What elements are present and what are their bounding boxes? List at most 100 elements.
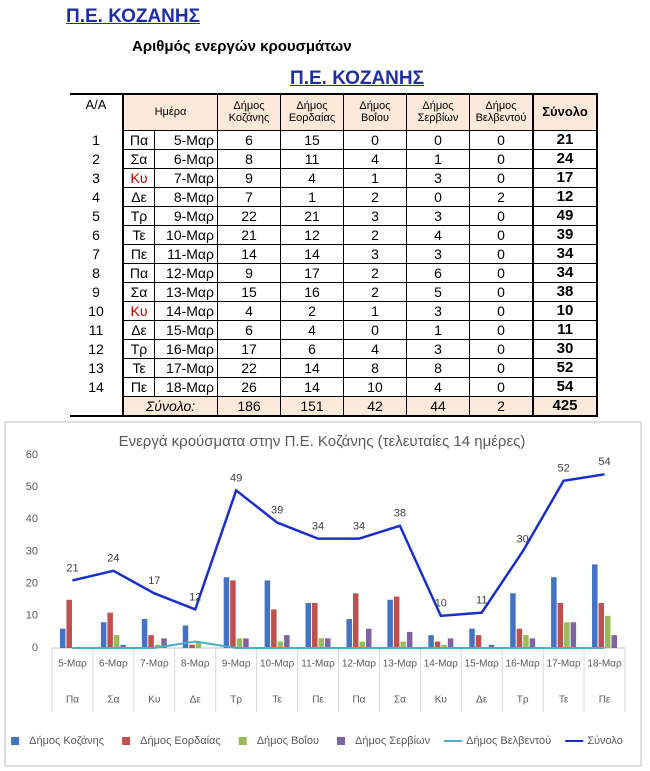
- bar: [564, 622, 570, 648]
- cell: 4: [343, 148, 407, 169]
- bar: [113, 635, 120, 648]
- cell: 21: [280, 205, 344, 226]
- cell: 11-Μαρ: [154, 243, 218, 264]
- totals-label: Σύνολο:: [122, 395, 218, 417]
- bar: [346, 619, 352, 648]
- bar: [312, 602, 318, 648]
- row-index: 2: [92, 150, 100, 167]
- cell: Πε: [122, 243, 155, 264]
- bar: [400, 641, 406, 648]
- cell: 3: [406, 300, 470, 321]
- x-tick-label: 6-Μαρ: [99, 659, 128, 670]
- cell: 0: [469, 319, 534, 340]
- x-group-label: Πε: [599, 695, 611, 706]
- cell: 0: [343, 319, 407, 340]
- data-label: 39: [271, 504, 283, 516]
- data-label: 34: [353, 521, 365, 533]
- cell: Πε: [122, 376, 155, 397]
- x-tick-label: 13-Μαρ: [383, 659, 418, 670]
- cell: 34: [532, 243, 598, 264]
- cell: 1: [343, 167, 407, 188]
- bar: [359, 641, 365, 648]
- bar: [264, 580, 271, 648]
- bar: [523, 635, 529, 648]
- legend-label: Δήμος Βελβεντού: [466, 735, 551, 747]
- legend-swatch: [238, 737, 247, 745]
- bar: [100, 622, 107, 648]
- cell: 21: [532, 129, 598, 150]
- cell: 11: [532, 319, 598, 340]
- cell: 0: [406, 129, 470, 150]
- cell: Τρ: [122, 338, 155, 359]
- row-index: 1: [92, 131, 100, 148]
- cell: 5-Μαρ: [154, 129, 218, 150]
- legend-swatch: [337, 737, 346, 745]
- bar: [277, 641, 284, 648]
- data-label: 34: [312, 521, 324, 533]
- cell: 2: [343, 186, 407, 207]
- data-row: 11 Δε 15-Μαρ 6 4 0 1 0 11: [70, 319, 598, 340]
- cell: Πα: [122, 129, 155, 150]
- bar: [243, 638, 249, 648]
- bar: [516, 628, 523, 648]
- cell: 2: [343, 281, 407, 302]
- cell: 9-Μαρ: [154, 205, 218, 226]
- y-tick-label: 40: [26, 513, 38, 525]
- cell: 3: [406, 205, 470, 226]
- cell: 54: [532, 376, 598, 397]
- legend-label: Δήμος Κοζάνης: [29, 735, 104, 747]
- cell: 34: [532, 262, 598, 283]
- cell: 16: [280, 281, 344, 302]
- bar: [59, 628, 66, 648]
- bar: [230, 580, 236, 648]
- cell: 1: [343, 300, 407, 321]
- legend-label: Δήμος Σερβίων: [355, 735, 431, 747]
- column-header: Δήμος Εορδαίας: [280, 93, 344, 131]
- bar: [182, 625, 189, 648]
- cell: 4: [343, 338, 407, 359]
- bar: [447, 638, 454, 648]
- x-group-label: Κυ: [435, 695, 447, 706]
- cell: 10: [532, 300, 598, 321]
- cell: 5: [406, 281, 470, 302]
- x-group-label: Πα: [66, 695, 79, 706]
- column-header: Δήμος Βελβεντού: [469, 93, 534, 131]
- cell: 2: [469, 186, 534, 207]
- bar: [318, 638, 325, 648]
- x-tick-label: 15-Μαρ: [465, 659, 500, 670]
- cell: 18-Μαρ: [154, 376, 218, 397]
- blank: [70, 396, 123, 417]
- bar: [352, 593, 359, 648]
- cell: 0: [469, 262, 534, 283]
- header-row: Α/Α Ημέρα Δήμος Κοζάνης Δήμος Εορδαίας Δήμος…: [70, 93, 598, 131]
- legend-label: Δήμος Βοΐου: [257, 735, 319, 747]
- cell: 12-Μαρ: [154, 262, 218, 283]
- total-cell: 151: [280, 395, 344, 417]
- cell: 4: [280, 167, 344, 188]
- x-tick-label: 5-Μαρ: [58, 659, 87, 670]
- cell: 14: [280, 243, 344, 264]
- cell: 0: [469, 281, 534, 302]
- cell: 0: [469, 376, 534, 397]
- bar: [141, 619, 148, 648]
- bar: [189, 644, 195, 648]
- data-row: 4 Δε 8-Μαρ 7 1 2 0 2 12: [70, 186, 598, 207]
- bar: [469, 628, 475, 648]
- total-cell: 42: [343, 395, 407, 417]
- cell: 3: [406, 167, 470, 188]
- line: [72, 473, 605, 618]
- cell: 4: [217, 300, 281, 321]
- cell: 0: [343, 129, 407, 150]
- totals-row: Σύνολο: 186 151 42 44 2 425: [70, 395, 598, 417]
- x-tick-label: 12-Μαρ: [342, 659, 377, 670]
- x-group-label: Πε: [312, 695, 324, 706]
- cell: 4: [280, 319, 344, 340]
- cell: 38: [532, 281, 598, 302]
- data-row: 2 Σα 6-Μαρ 8 11 4 1 0 24: [70, 148, 598, 169]
- legend-swatch: [11, 737, 20, 745]
- data-row: 12 Τρ 16-Μαρ 17 6 4 3 0 30: [70, 338, 598, 359]
- table-title: Π.Ε. ΚΟΖΑΝΗΣ: [290, 68, 425, 89]
- cell: 0: [469, 167, 534, 188]
- bar: [305, 602, 312, 648]
- row-index: 12: [88, 340, 104, 357]
